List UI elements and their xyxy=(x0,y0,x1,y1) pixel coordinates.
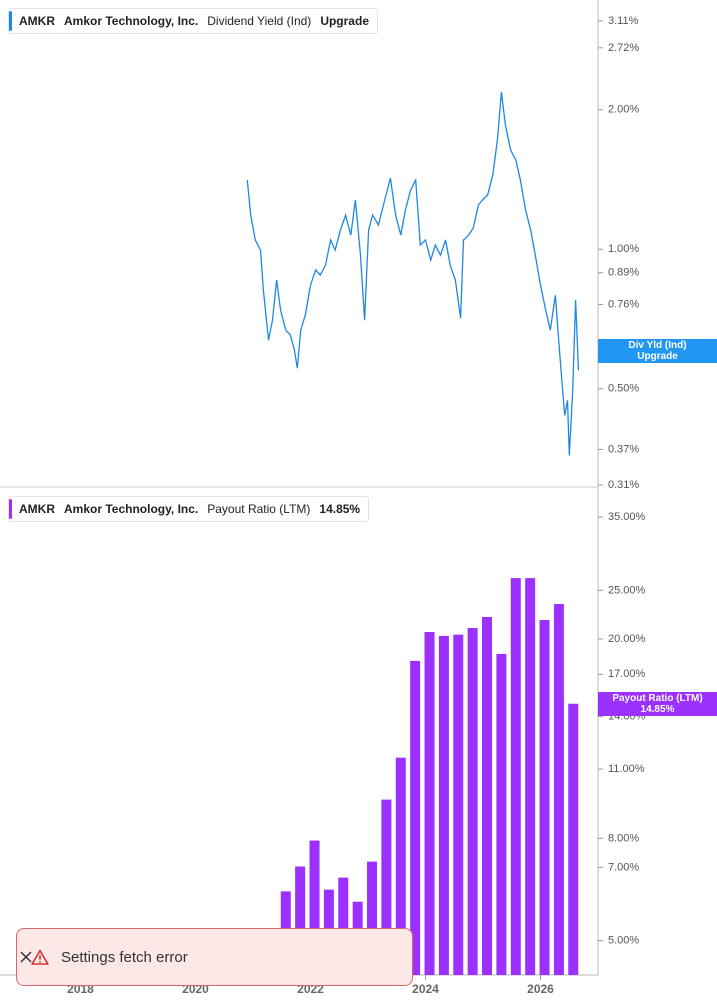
series-line xyxy=(246,91,580,456)
y-tick-label: 0.31% xyxy=(608,479,639,491)
bar xyxy=(553,604,564,975)
bar xyxy=(453,634,464,975)
y-tick-label: 3.11% xyxy=(608,15,639,27)
y-tick-label: 2.72% xyxy=(608,42,639,54)
y-tick-label: 35.00% xyxy=(608,511,646,523)
ticker: AMKR xyxy=(19,502,55,516)
bar xyxy=(482,617,493,975)
bar xyxy=(510,578,521,975)
bar xyxy=(424,631,435,975)
close-button[interactable] xyxy=(17,948,35,966)
company: Amkor Technology, Inc. xyxy=(64,502,199,516)
bar xyxy=(309,840,320,975)
bar xyxy=(338,877,349,975)
y-tick-label: 25.00% xyxy=(608,584,646,596)
y-tick-label: 0.37% xyxy=(608,443,639,455)
y-tick-label: 0.50% xyxy=(608,383,639,395)
value-flag: Payout Ratio (LTM) 14.85% xyxy=(598,691,717,716)
bar xyxy=(295,866,306,975)
metric: Payout Ratio (LTM) xyxy=(207,502,311,516)
bar xyxy=(381,799,392,975)
legend-header: AMKR Amkor Technology, Inc. Payout Ratio… xyxy=(8,496,370,522)
badge[interactable]: Upgrade xyxy=(320,14,369,28)
bar xyxy=(367,861,378,975)
bar xyxy=(539,619,550,975)
x-tick-label: 2026 xyxy=(527,982,554,996)
y-tick-label: 1.00% xyxy=(608,243,639,255)
flag-line: Div Yld (Ind) xyxy=(628,340,687,351)
y-tick-label: 7.00% xyxy=(608,861,639,873)
bar xyxy=(438,635,449,975)
legend-swatch xyxy=(9,11,12,31)
y-tick-label: 2.00% xyxy=(608,104,639,116)
legend-header: AMKR Amkor Technology, Inc. Dividend Yie… xyxy=(8,8,378,34)
bar xyxy=(496,653,507,975)
badge: 14.85% xyxy=(319,502,361,516)
toast-message: Settings fetch error xyxy=(61,948,188,966)
ticker: AMKR xyxy=(19,14,55,28)
bar xyxy=(467,628,478,975)
y-tick-label: 0.89% xyxy=(608,267,639,279)
flag-line: Payout Ratio (LTM) xyxy=(612,692,703,704)
x-tick-label: 2024 xyxy=(412,982,439,996)
y-tick-label: 5.00% xyxy=(608,935,639,947)
error-toast: Settings fetch error xyxy=(16,928,413,986)
legend-swatch xyxy=(9,499,12,519)
bar xyxy=(395,757,406,975)
y-tick-label: 20.00% xyxy=(608,633,646,645)
y-tick-label: 17.00% xyxy=(608,668,646,680)
warning-icon xyxy=(31,949,49,965)
company: Amkor Technology, Inc. xyxy=(64,14,199,28)
bar xyxy=(525,578,536,975)
y-tick-label: 0.76% xyxy=(608,298,639,310)
bar xyxy=(568,703,579,975)
value-flag: Div Yld (Ind) Upgrade xyxy=(598,339,717,363)
y-tick-label: 11.00% xyxy=(608,763,645,775)
flag-line: 14.85% xyxy=(640,703,675,715)
metric: Dividend Yield (Ind) xyxy=(207,14,312,28)
y-tick-label: 8.00% xyxy=(608,832,639,844)
bar xyxy=(410,660,421,975)
flag-line: Upgrade xyxy=(637,351,678,362)
